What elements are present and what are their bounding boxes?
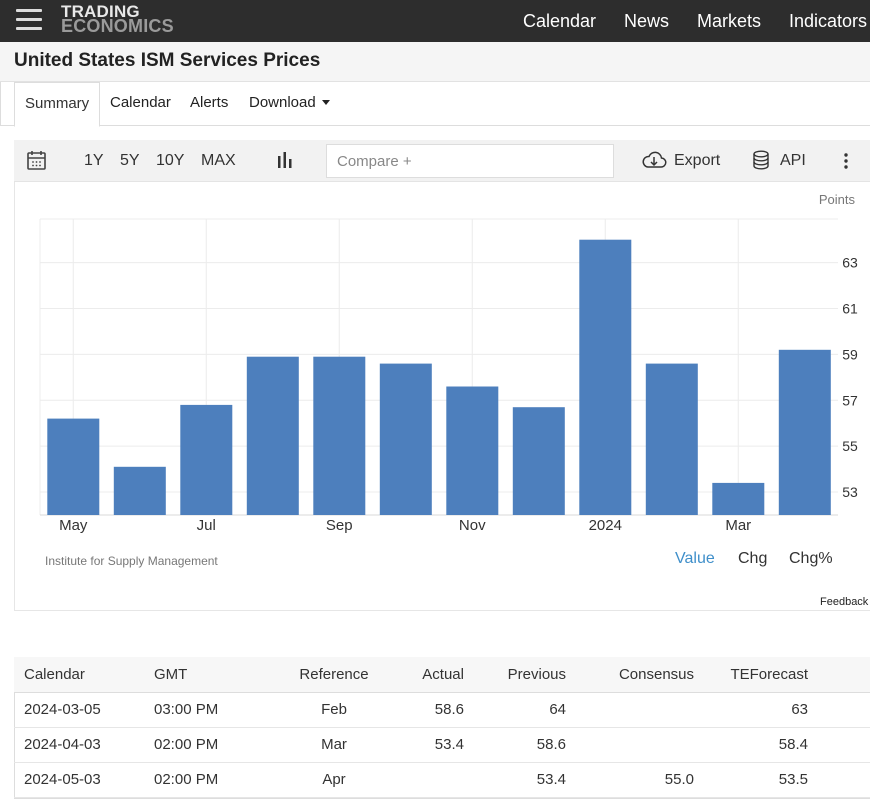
logo[interactable]: TRADING ECONOMICS [61, 2, 174, 36]
logo-line1: TRADING [61, 2, 140, 21]
tab-summary[interactable]: Summary [14, 82, 101, 127]
cell-date: 2024-03-05 [14, 692, 154, 728]
cell-gmt: 02:00 PM [154, 727, 274, 763]
cell-gmt: 02:00 PM [154, 762, 274, 798]
cell-actual [394, 762, 464, 798]
hamburger-menu-icon[interactable] [16, 9, 42, 31]
cell-consensus [566, 727, 694, 763]
tab-calendar[interactable]: Calendar [110, 94, 171, 111]
tab-value[interactable]: Value [675, 550, 715, 567]
tab-chg[interactable]: Chg [738, 550, 768, 567]
api-label: API [780, 152, 806, 169]
col-actual[interactable]: Actual [394, 657, 464, 693]
range-10y[interactable]: 10Y [156, 152, 185, 169]
cell-actual: 58.6 [394, 692, 464, 728]
cell-date: 2024-04-03 [14, 727, 154, 763]
cell-previous: 53.4 [464, 762, 566, 798]
col-reference[interactable]: Reference [274, 657, 394, 693]
col-gmt[interactable]: GMT [154, 657, 274, 693]
table-row: 2024-05-03 02:00 PM Apr 53.4 55.0 53.5 [14, 762, 870, 798]
cell-reference: Apr [274, 762, 394, 798]
table-header-row: Calendar GMT Reference Actual Previous C… [14, 657, 870, 693]
calendar-table: Calendar GMT Reference Actual Previous C… [14, 657, 870, 798]
cell-date: 2024-05-03 [14, 762, 154, 798]
compare-input[interactable] [326, 144, 614, 178]
feedback-link[interactable]: Feedback [820, 596, 869, 608]
range-1y[interactable]: 1Y [84, 152, 104, 169]
cell-previous: 64 [464, 692, 566, 728]
cell-consensus: 55.0 [566, 762, 694, 798]
source-label: Institute for Supply Management [45, 554, 218, 568]
range-5y[interactable]: 5Y [120, 152, 140, 169]
chart-panel [14, 140, 870, 611]
bar-chart-icon[interactable] [276, 140, 294, 182]
divider [0, 82, 1, 126]
page-title: United States ISM Services Prices [14, 50, 321, 71]
tab-download-label: Download [249, 94, 316, 111]
cell-previous: 58.6 [464, 727, 566, 763]
caret-down-icon [321, 99, 330, 105]
title-band [0, 42, 870, 82]
export-label: Export [674, 152, 721, 169]
tab-bar: Summary Calendar Alerts Download [0, 82, 870, 127]
nav-news[interactable]: News [624, 11, 670, 31]
nav-markets[interactable]: Markets [697, 11, 762, 31]
cell-reference: Mar [274, 727, 394, 763]
cell-teforecast: 53.5 [694, 762, 870, 798]
table-row: 2024-04-03 02:00 PM Mar 53.4 58.6 58.4 [14, 727, 870, 763]
col-calendar[interactable]: Calendar [14, 657, 154, 693]
cell-teforecast: 58.4 [694, 727, 870, 763]
tab-download[interactable]: Download [249, 82, 330, 126]
tab-chg-percent[interactable]: Chg% [789, 550, 833, 567]
api-button[interactable]: API [751, 140, 806, 182]
cell-reference: Feb [274, 692, 394, 728]
cloud-download-icon [642, 151, 667, 168]
top-navbar: TRADING ECONOMICS Calendar News Markets … [0, 0, 870, 42]
logo-line2: ECONOMICS [61, 16, 174, 36]
col-consensus[interactable]: Consensus [566, 657, 694, 693]
col-previous[interactable]: Previous [464, 657, 566, 693]
table-row: 2024-03-05 03:00 PM Feb 58.6 64 63 [14, 692, 870, 728]
nav-indicators[interactable]: Indicators [789, 11, 868, 31]
cell-consensus [566, 692, 694, 728]
cell-actual: 53.4 [394, 727, 464, 763]
tab-alerts[interactable]: Alerts [190, 94, 229, 111]
col-teforecast[interactable]: TEForecast [694, 657, 870, 693]
range-max[interactable]: MAX [201, 152, 236, 169]
database-icon [753, 150, 769, 170]
cell-gmt: 03:00 PM [154, 692, 274, 728]
cell-teforecast: 63 [694, 692, 870, 728]
calendar-icon[interactable] [26, 140, 46, 182]
export-button[interactable]: Export [641, 140, 720, 182]
more-options-icon[interactable] [842, 140, 850, 182]
nav-calendar[interactable]: Calendar [523, 11, 597, 31]
